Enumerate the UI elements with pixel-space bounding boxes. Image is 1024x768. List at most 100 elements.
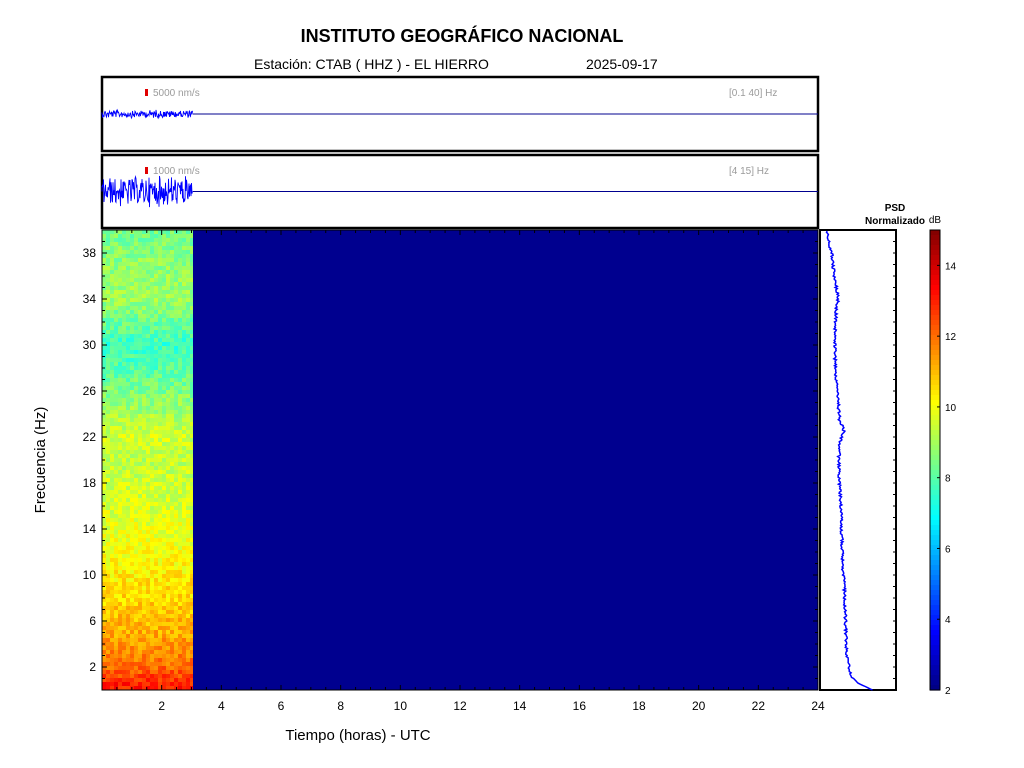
spectrogram-cell <box>166 554 170 558</box>
spectrogram-cell <box>114 450 118 454</box>
spectrogram-cell <box>182 642 186 646</box>
spectrogram-cell <box>170 298 174 302</box>
spectrogram-cell <box>178 666 182 670</box>
spectrogram-cell <box>138 478 142 482</box>
spectrogram-cell <box>162 426 166 430</box>
spectrogram-cell <box>110 318 114 322</box>
spectrogram-cell <box>106 354 110 358</box>
spectrogram-cell <box>146 302 150 306</box>
spectrogram-cell <box>130 234 134 238</box>
spectrogram-cell <box>166 586 170 590</box>
spectrogram-cell <box>178 246 182 250</box>
spectrogram-cell <box>126 450 130 454</box>
spectrogram-cell <box>102 430 106 434</box>
spectrogram-cell <box>150 490 154 494</box>
spectrogram-cell <box>146 622 150 626</box>
spectrogram-cell <box>166 298 170 302</box>
spectrogram-cell <box>182 462 186 466</box>
spectrogram-cell <box>106 326 110 330</box>
spectrogram-cell <box>190 422 193 426</box>
spectrogram-cell <box>190 602 193 606</box>
spectrogram-cell <box>154 646 158 650</box>
spectrogram-cell <box>174 494 178 498</box>
spectrogram-cell <box>182 230 186 234</box>
spectrogram-cell <box>178 654 182 658</box>
spectrogram-cell <box>134 542 138 546</box>
spectrogram-cell <box>134 486 138 490</box>
spectrogram-cell <box>130 582 134 586</box>
spectrogram-cell <box>174 562 178 566</box>
spectrogram-cell <box>190 498 193 502</box>
colorbar-segment <box>930 385 940 391</box>
spectrogram-cell <box>170 658 174 662</box>
spectrogram-cell <box>126 482 130 486</box>
spectrogram-cell <box>150 558 154 562</box>
spectrogram-cell <box>150 486 154 490</box>
spectrogram-cell <box>170 274 174 278</box>
spectrogram-cell <box>142 298 146 302</box>
spectrogram-cell <box>166 306 170 310</box>
spectrogram-cell <box>178 446 182 450</box>
spectrogram-cell <box>146 618 150 622</box>
spectrogram-cell <box>158 358 162 362</box>
spectrogram-cell <box>102 546 106 550</box>
spectrogram-cell <box>130 554 134 558</box>
spectrogram-cell <box>170 314 174 318</box>
spectrogram-cell <box>126 334 130 338</box>
spectrogram-cell <box>170 586 174 590</box>
spectrogram-cell <box>126 590 130 594</box>
spectrogram-cell <box>106 454 110 458</box>
spectrogram-cell <box>190 482 193 486</box>
spectrogram-cell <box>190 646 193 650</box>
spectrogram-cell <box>118 270 122 274</box>
spectrogram-cell <box>178 418 182 422</box>
spectrogram-cell <box>162 430 166 434</box>
spectrogram-cell <box>182 634 186 638</box>
spectrogram-cell <box>166 330 170 334</box>
spectrogram-cell <box>150 374 154 378</box>
spectrogram-cell <box>190 410 193 414</box>
spectrogram-cell <box>154 550 158 554</box>
spectrogram-cell <box>166 326 170 330</box>
spectrogram-cell <box>118 478 122 482</box>
spectrogram-cell <box>186 666 190 670</box>
spectrogram-cell <box>146 538 150 542</box>
spectrogram-cell <box>134 630 138 634</box>
spectrogram-cell <box>158 302 162 306</box>
spectrogram-cell <box>114 422 118 426</box>
spectrogram-cell <box>122 438 126 442</box>
spectrogram-cell <box>110 486 114 490</box>
spectrogram-cell <box>170 362 174 366</box>
colorbar-segment <box>930 405 940 411</box>
spectrogram-cell <box>122 426 126 430</box>
spectrogram-cell <box>106 586 110 590</box>
spectrogram-cell <box>134 550 138 554</box>
spectrogram-cell <box>118 434 122 438</box>
spectrogram-cell <box>186 526 190 530</box>
spectrogram-cell <box>174 478 178 482</box>
trace-panel-2: 1000 nm/s [4 15] Hz <box>100 153 820 230</box>
spectrogram-cell <box>146 614 150 618</box>
spectrogram-cell <box>170 554 174 558</box>
spectrogram-cell <box>122 394 126 398</box>
spectrogram-cell <box>130 458 134 462</box>
spectrogram-cell <box>150 502 154 506</box>
spectrogram-cell <box>166 574 170 578</box>
spectrogram-cell <box>114 230 118 234</box>
spectrogram-cell <box>142 238 146 242</box>
spectrogram-cell <box>142 362 146 366</box>
spectrogram-cell <box>114 358 118 362</box>
spectrogram-cell <box>150 610 154 614</box>
spectrogram-cell <box>102 570 106 574</box>
spectrogram-cell <box>102 258 106 262</box>
spectrogram-cell <box>138 422 142 426</box>
spectrogram-cell <box>110 502 114 506</box>
spectrogram-cell <box>138 602 142 606</box>
spectrogram-cell <box>134 614 138 618</box>
spectrogram-cell <box>122 490 126 494</box>
spectrogram-cell <box>182 398 186 402</box>
spectrogram-cell <box>134 606 138 610</box>
spectrogram-cell <box>166 426 170 430</box>
spectrogram-cell <box>142 310 146 314</box>
spectrogram-cell <box>126 478 130 482</box>
